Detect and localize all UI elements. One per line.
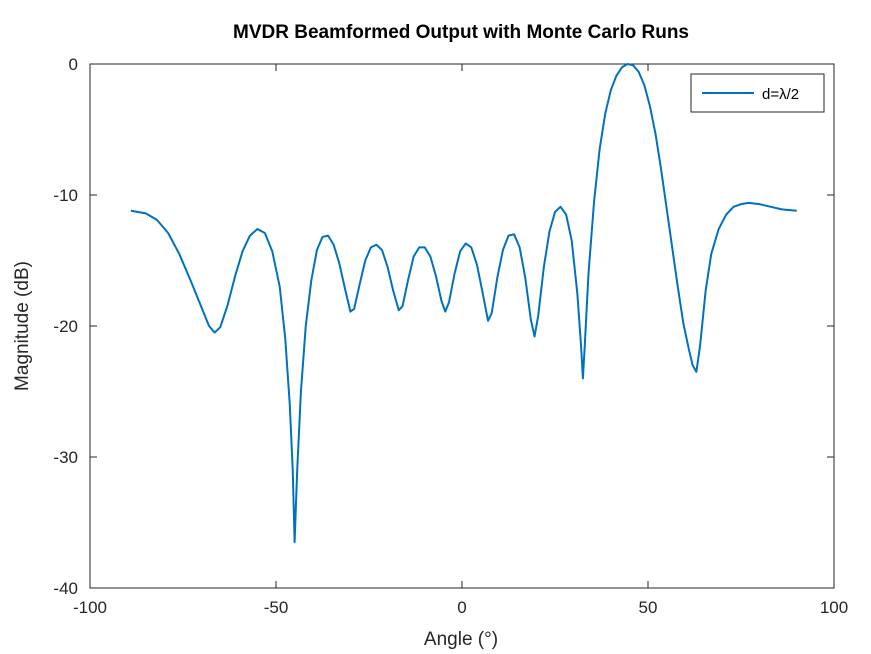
x-tick-label: -50 — [264, 598, 289, 617]
series-group — [130, 63, 797, 544]
chart-title: MVDR Beamformed Output with Monte Carlo … — [233, 22, 689, 43]
series-line — [130, 63, 797, 544]
legend: d=λ/2 — [690, 73, 825, 113]
x-axis-label: Angle (°) — [424, 629, 498, 650]
x-tick-label: 100 — [820, 598, 848, 617]
y-tick-label: 0 — [69, 55, 78, 74]
y-tick-label: -40 — [53, 579, 78, 598]
y-tick-label: -30 — [53, 448, 78, 467]
axis-ticks — [89, 63, 835, 589]
legend-label: d=λ/2 — [762, 86, 799, 103]
x-tick-label: -100 — [73, 598, 107, 617]
y-tick-label: -20 — [53, 317, 78, 336]
x-tick-label: 50 — [639, 598, 658, 617]
y-tick-label: -10 — [53, 186, 78, 205]
y-tick-labels: -40 -30 -20 -10 0 — [53, 55, 78, 598]
x-tick-labels: -100 -50 0 50 100 — [73, 598, 848, 617]
y-axis-label: Magnitude (dB) — [12, 261, 33, 391]
x-tick-label: 0 — [457, 598, 466, 617]
